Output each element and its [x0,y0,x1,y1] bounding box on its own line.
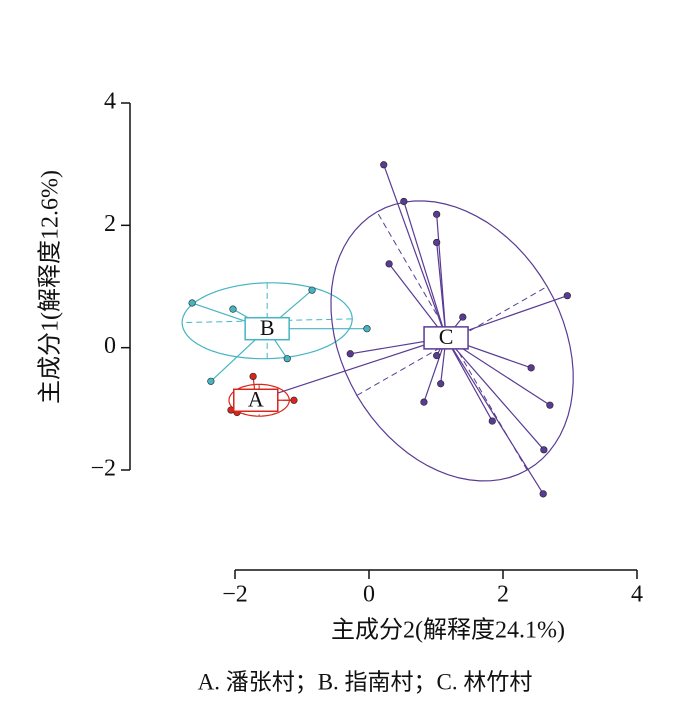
point [249,372,257,381]
centroid-box [423,326,469,350]
group-label: A [248,386,264,411]
point [433,210,441,218]
spoke [445,337,493,422]
point [400,197,408,206]
y-tick-label: 2 [104,211,116,237]
point [459,313,467,321]
group-label: B [260,315,275,340]
y-tick-label: 0 [104,333,116,359]
y-tick-label: −2 [90,456,116,482]
point [207,377,215,385]
spoke [388,263,447,339]
group-label: C [439,324,454,349]
point [433,352,441,360]
point [527,364,535,372]
spoke [436,242,447,338]
point [380,161,388,169]
centroid-link [255,337,447,401]
x-axis-label: 主成分2(解释度24.1%) [331,617,565,644]
x-tick-label: 2 [497,582,509,608]
spoke [445,337,544,495]
point [563,292,571,300]
point [546,401,554,409]
point [539,490,547,498]
caption: A. 潘张村；B. 指南村；C. 林竹村 [198,669,533,694]
y-tick-label: 4 [104,89,116,115]
point [437,380,445,388]
x-tick-label: 4 [631,582,643,608]
point [363,325,371,333]
point [385,260,393,268]
point [188,299,196,307]
ellipse [330,200,574,482]
point [488,417,496,425]
x-tick-label: −2 [222,582,248,608]
x-tick-label: 0 [363,582,375,608]
point [346,350,354,358]
point [420,398,428,406]
point [290,396,298,404]
point [308,286,316,294]
y-axis-label: 主成分1(解释度12.6%) [37,170,64,404]
centroid-box [233,388,279,413]
point [540,446,548,454]
centroid-box [244,316,290,341]
spoke [383,164,447,339]
ellipse-axis [356,286,548,396]
spoke [445,337,545,451]
spoke [403,201,447,339]
point [433,238,441,247]
point [229,305,237,313]
point [283,355,291,363]
